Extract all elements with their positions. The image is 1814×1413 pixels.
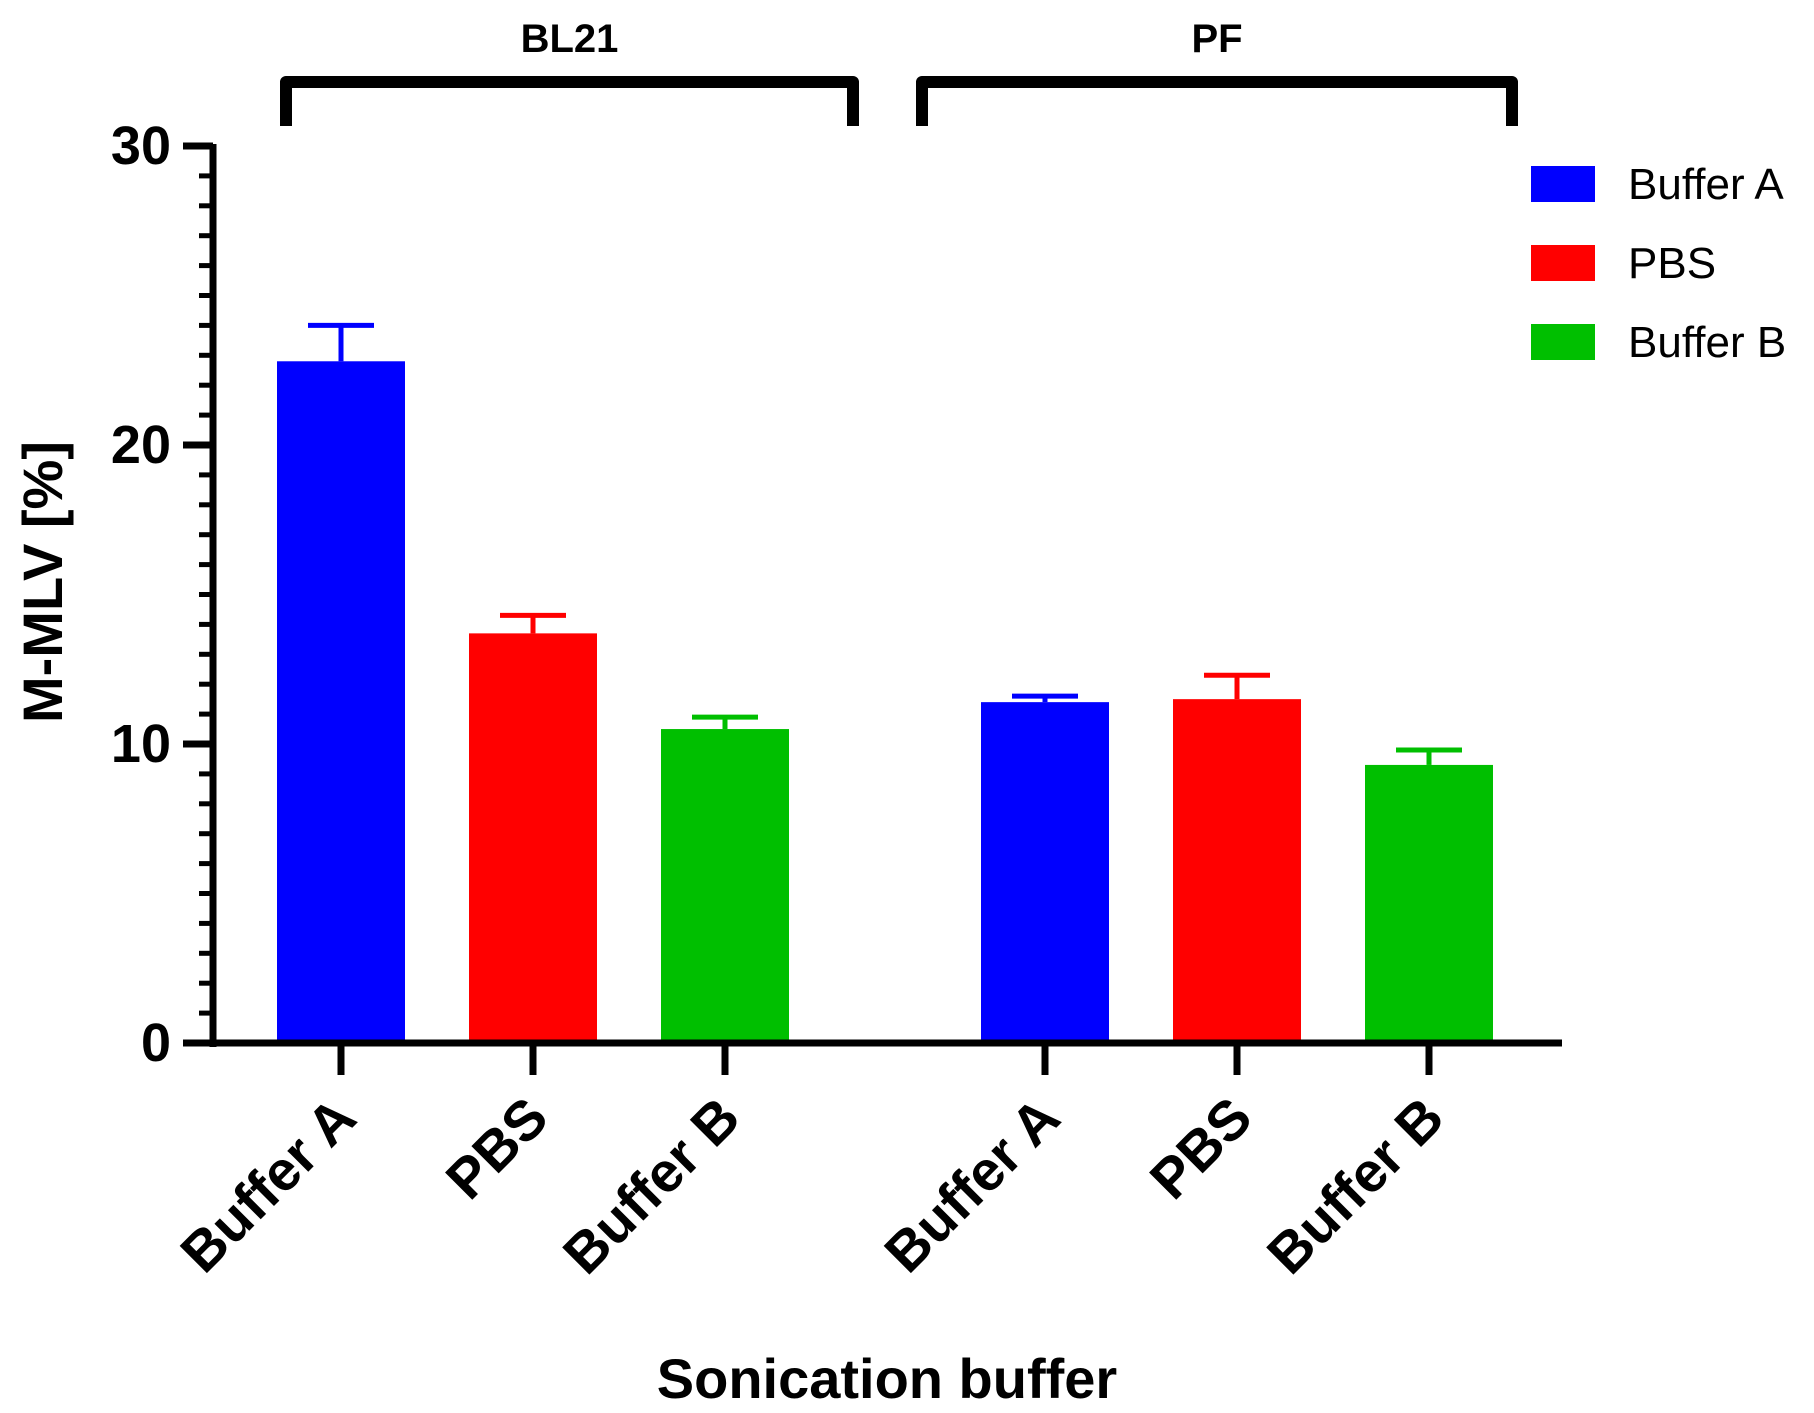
bar — [661, 729, 789, 1043]
x-tick-label: PBS — [434, 1085, 560, 1211]
group-bracket — [280, 76, 859, 126]
legend-label: PBS — [1628, 239, 1716, 288]
y-tick-label: 30 — [111, 116, 171, 176]
group-label: BL21 — [521, 17, 619, 61]
legend-swatch — [1531, 245, 1595, 281]
y-tick-label: 0 — [141, 1013, 171, 1073]
y-tick-label: 10 — [111, 714, 171, 774]
y-axis-title: M-MLV [%] — [11, 441, 74, 723]
x-tick-label: Buffer B — [1255, 1085, 1456, 1286]
legend: Buffer A PBS Buffer B — [1531, 160, 1786, 367]
y-tick-label: 20 — [111, 415, 171, 475]
bar — [981, 702, 1109, 1043]
group-bracket — [916, 76, 1518, 126]
legend-label: Buffer B — [1628, 318, 1786, 367]
group-brackets: BL21 PF — [280, 17, 1518, 126]
bar — [277, 361, 405, 1043]
legend-swatch — [1531, 324, 1595, 360]
x-tick-label: Buffer A — [168, 1085, 367, 1284]
bar — [1365, 764, 1493, 1043]
bar — [1173, 699, 1301, 1043]
x-axis-title: Sonication buffer — [657, 1347, 1117, 1410]
x-tick-label: PBS — [1138, 1085, 1264, 1211]
legend-swatch — [1531, 166, 1595, 202]
x-tick-label: Buffer A — [872, 1085, 1071, 1284]
x-tick-label: Buffer B — [551, 1085, 752, 1286]
bar — [469, 633, 597, 1043]
legend-label: Buffer A — [1628, 160, 1784, 209]
group-label: PF — [1191, 17, 1242, 61]
plot-area — [277, 322, 1493, 1043]
